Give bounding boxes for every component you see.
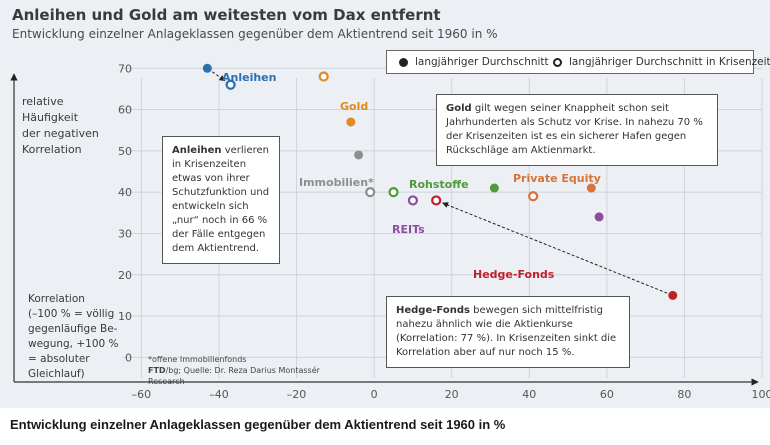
legend-average-label: langjähriger Durchschnitt xyxy=(415,56,549,68)
legend-crisis-label: langjähriger Durchschnitt in Krisenzeite… xyxy=(569,56,770,68)
x-tick-label: 20 xyxy=(445,388,459,401)
average-point xyxy=(346,117,356,127)
crisis-point xyxy=(407,195,419,206)
crisis-point xyxy=(388,187,399,198)
y-axis-label-line: relative xyxy=(22,95,64,108)
annotation-anleihen: Anleihen verlieren in Krisenzeiten etwas… xyxy=(162,136,280,264)
average-point xyxy=(202,63,212,73)
asset-label: Anleihen xyxy=(222,71,276,84)
x-tick-label: –20 xyxy=(287,388,307,401)
footnote: *offene Immobilienfonds FTD/bg; Quelle: … xyxy=(148,354,358,387)
crisis-point xyxy=(528,191,539,202)
average-point xyxy=(489,183,499,193)
average-point xyxy=(668,290,678,300)
figure-caption: Entwicklung einzelner Anlageklassen gege… xyxy=(10,417,506,432)
annotation-hedge-fonds: Hedge-Fonds bewegen sich mittelfristig n… xyxy=(386,296,630,368)
y-tick-label: 50 xyxy=(118,145,132,158)
y-axis-label-line: der negativen xyxy=(22,127,99,140)
chart-legend: langjähriger Durchschnitt langjähriger D… xyxy=(386,50,770,74)
legend-filled-marker-icon xyxy=(399,58,408,67)
x-axis-label-line: wegung, +100 % xyxy=(28,338,119,350)
chart-subtitle: Entwicklung einzelner Anlageklassen gege… xyxy=(12,27,498,41)
y-tick-label: 40 xyxy=(118,186,132,199)
x-tick-label: 100 xyxy=(752,388,770,401)
annotation-hedge-text: bewegen sich mittelfristig nahezu ähnlic… xyxy=(396,305,617,358)
asset-label: Private Equity xyxy=(513,172,601,185)
legend-hollow-marker-icon xyxy=(553,58,562,67)
asset-label: Gold xyxy=(340,100,368,113)
asset-label: REITs xyxy=(392,223,425,236)
y-tick-label: 0 xyxy=(125,351,132,364)
x-tick-label: –60 xyxy=(132,388,152,401)
x-tick-label: –40 xyxy=(209,388,229,401)
average-point xyxy=(354,150,364,160)
y-tick-label: 70 xyxy=(118,62,132,75)
crisis-point xyxy=(365,187,376,198)
asset-label: Immobilien* xyxy=(299,176,374,189)
x-axis-label-line: Gleichlauf) xyxy=(28,368,85,380)
annotation-gold-bold: Gold xyxy=(446,103,472,114)
annotation-gold: Gold gilt wegen seiner Knappheit schon s… xyxy=(436,94,718,166)
asset-label: Rohstoffe xyxy=(409,178,469,191)
x-axis-label: Korrelation (–100 % = völlig gegenläufig… xyxy=(28,292,143,382)
footnote-note: *offene Immobilienfonds xyxy=(148,355,247,364)
average-point xyxy=(586,183,596,193)
x-axis-label-line: gegenläufige Be- xyxy=(28,323,118,335)
crisis-point xyxy=(431,195,442,206)
average-point xyxy=(594,212,604,222)
footnote-source: FTD/bg; Quelle: Dr. Reza Darius Montassé… xyxy=(148,365,358,387)
x-tick-label: 0 xyxy=(371,388,378,401)
x-tick-label: 60 xyxy=(600,388,614,401)
crisis-point xyxy=(225,79,236,90)
annotation-hedge-bold: Hedge-Fonds xyxy=(396,305,470,316)
annotation-anleihen-bold: Anleihen xyxy=(172,145,222,156)
x-axis-label-line: = absoluter xyxy=(28,353,90,365)
x-tick-label: 40 xyxy=(522,388,536,401)
x-axis-label-line: (–100 % = völlig xyxy=(28,308,115,320)
trend-arrow xyxy=(211,71,226,82)
x-axis-label-line: Korrelation xyxy=(28,293,85,305)
trend-arrow xyxy=(442,202,668,294)
y-tick-label: 30 xyxy=(118,227,132,240)
crisis-point xyxy=(318,71,329,82)
y-tick-label: 10 xyxy=(118,310,132,323)
chart-title: Anleihen und Gold am weitesten vom Dax e… xyxy=(12,6,441,24)
y-tick-label: 20 xyxy=(118,269,132,282)
asset-label: Hedge-Fonds xyxy=(473,268,555,281)
annotation-gold-text: gilt wegen seiner Knappheit schon seit J… xyxy=(446,103,703,156)
y-tick-label: 60 xyxy=(118,104,132,117)
y-axis-label-line: Häufigkeit xyxy=(22,111,79,124)
y-axis-label-line: Korrelation xyxy=(22,143,82,156)
footnote-source-bold: FTD xyxy=(148,366,166,375)
y-axis-label: relative Häufigkeit der negativen Korrel… xyxy=(22,94,102,158)
footnote-source-text: /bg; Quelle: Dr. Reza Darius Montassér R… xyxy=(148,366,320,386)
x-tick-label: 80 xyxy=(677,388,691,401)
annotation-anleihen-text: verlieren in Krisenzeiten etwas von ihre… xyxy=(172,145,270,254)
